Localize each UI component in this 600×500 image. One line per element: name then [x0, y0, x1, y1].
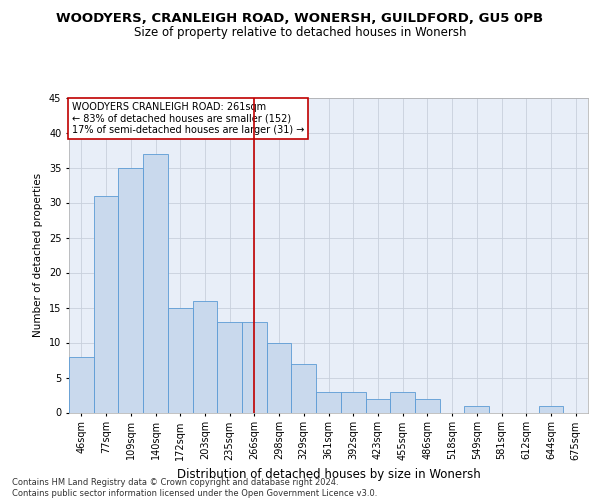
- Bar: [341, 392, 365, 412]
- Text: WOODYERS CRANLEIGH ROAD: 261sqm
← 83% of detached houses are smaller (152)
17% o: WOODYERS CRANLEIGH ROAD: 261sqm ← 83% of…: [71, 102, 304, 136]
- Bar: [267, 342, 292, 412]
- Bar: [390, 392, 415, 412]
- Y-axis label: Number of detached properties: Number of detached properties: [34, 173, 43, 337]
- Bar: [292, 364, 316, 412]
- Bar: [69, 356, 94, 412]
- Bar: [415, 398, 440, 412]
- Bar: [143, 154, 168, 412]
- Bar: [316, 392, 341, 412]
- X-axis label: Distribution of detached houses by size in Wonersh: Distribution of detached houses by size …: [176, 468, 481, 481]
- Bar: [168, 308, 193, 412]
- Bar: [365, 398, 390, 412]
- Bar: [464, 406, 489, 412]
- Bar: [242, 322, 267, 412]
- Bar: [94, 196, 118, 412]
- Bar: [539, 406, 563, 412]
- Text: Contains HM Land Registry data © Crown copyright and database right 2024.
Contai: Contains HM Land Registry data © Crown c…: [12, 478, 377, 498]
- Bar: [193, 300, 217, 412]
- Bar: [118, 168, 143, 412]
- Text: WOODYERS, CRANLEIGH ROAD, WONERSH, GUILDFORD, GU5 0PB: WOODYERS, CRANLEIGH ROAD, WONERSH, GUILD…: [56, 12, 544, 26]
- Bar: [217, 322, 242, 412]
- Text: Size of property relative to detached houses in Wonersh: Size of property relative to detached ho…: [134, 26, 466, 39]
